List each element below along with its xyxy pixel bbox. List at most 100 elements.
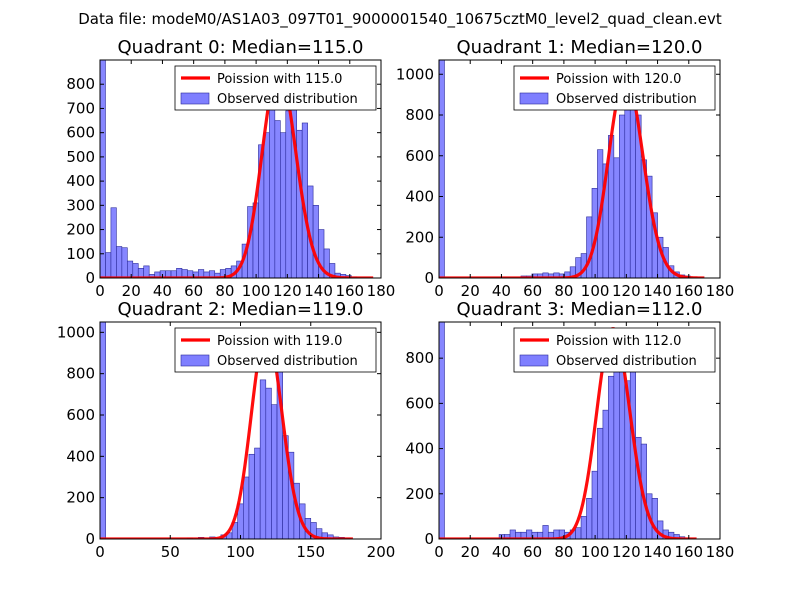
histogram-bar	[619, 114, 626, 278]
x-tick-label: 0	[95, 282, 105, 300]
x-tick-label: 120	[612, 543, 641, 561]
x-tick-label: 180	[706, 282, 735, 300]
histogram-bar	[259, 379, 267, 539]
y-tick-label: 0	[85, 530, 95, 548]
x-tick-label: 60	[523, 282, 542, 300]
y-tick-label: 1000	[396, 65, 434, 83]
y-tick-label: 200	[405, 485, 434, 503]
x-tick-label: 60	[523, 543, 542, 561]
y-tick-label: 600	[66, 124, 95, 142]
histogram-bar	[542, 525, 549, 539]
legend-line-label: Poission with 115.0	[217, 72, 342, 87]
legend-line-label: Poission with 119.0	[217, 334, 342, 349]
legend-bar-label: Observed distribution	[556, 92, 697, 107]
y-tick-label: 200	[66, 489, 95, 507]
y-tick-label: 100	[66, 245, 95, 263]
x-tick-label: 60	[184, 282, 203, 300]
histogram-bar	[651, 498, 658, 539]
legend: Poission with 112.0 Observed distribution	[513, 327, 716, 373]
histogram-bar	[265, 387, 272, 539]
x-tick-label: 160	[674, 543, 703, 561]
x-tick-label: 20	[461, 543, 480, 561]
histogram-bar	[274, 120, 281, 278]
x-tick-label: 150	[296, 543, 325, 561]
x-tick-label: 160	[674, 282, 703, 300]
legend-bar-label: Observed distribution	[556, 354, 697, 369]
poisson-line	[100, 68, 374, 278]
x-tick-label: 140	[643, 282, 672, 300]
x-tick-label: 100	[581, 282, 610, 300]
y-tick-label: 200	[405, 228, 434, 246]
x-tick-label: 40	[492, 543, 511, 561]
legend-line-label: Poission with 112.0	[556, 334, 681, 349]
x-tick-label: 100	[242, 282, 271, 300]
y-tick-label: 400	[405, 188, 434, 206]
histogram-bar	[586, 498, 593, 539]
histogram-bar	[110, 207, 117, 278]
x-tick-label: 160	[335, 282, 364, 300]
x-tick-label: 50	[161, 543, 180, 561]
quadrant-panel-2: Quadrant 2: Median=119.0 0 50 100 150 200 0 200…	[57, 299, 396, 561]
x-tick-label: 80	[554, 282, 573, 300]
histogram-bar	[105, 252, 112, 278]
histogram-bar	[439, 60, 445, 278]
legend: Poission with 119.0 Observed distribution	[174, 327, 377, 373]
panel-title: Quadrant 1: Median=120.0	[457, 37, 703, 58]
y-tick-label: 800	[66, 365, 95, 383]
poisson-line	[100, 330, 354, 539]
legend-bar-label: Observed distribution	[217, 92, 358, 107]
histogram-bar	[591, 470, 598, 539]
y-tick-label: 0	[424, 269, 434, 287]
x-tick-label: 140	[304, 282, 333, 300]
x-tick-label: 180	[706, 543, 735, 561]
y-tick-label: 0	[85, 269, 95, 287]
panel-title: Quadrant 3: Median=112.0	[457, 299, 703, 320]
y-tick-label: 800	[66, 75, 95, 93]
histogram-bar	[629, 90, 636, 278]
y-tick-label: 400	[66, 447, 95, 465]
x-tick-label: 20	[461, 282, 480, 300]
quadrant-panel-0: Quadrant 0: Median=115.00 20 40 60 80 100 120 1…	[66, 37, 395, 300]
histogram-bar	[121, 247, 128, 278]
histogram-bar	[608, 375, 615, 539]
x-tick-label: 120	[612, 282, 641, 300]
x-tick-label: 100	[581, 543, 610, 561]
y-tick-label: 600	[66, 406, 95, 424]
histogram-bar	[243, 476, 250, 539]
legend-bar-swatch	[180, 92, 210, 105]
x-tick-label: 180	[367, 282, 396, 300]
histogram-bar	[143, 265, 150, 278]
x-tick-label: 0	[95, 543, 105, 561]
histogram-bar	[597, 427, 604, 539]
histogram-bar	[312, 205, 319, 278]
legend-bar-swatch	[519, 92, 549, 105]
y-tick-label: 800	[405, 106, 434, 124]
x-tick-label: 200	[367, 543, 396, 561]
x-tick-label: 20	[122, 282, 141, 300]
y-tick-label: 600	[405, 394, 434, 412]
legend-bar-swatch	[180, 354, 210, 367]
histogram-bar	[248, 453, 255, 539]
histogram-bar	[100, 322, 106, 539]
histogram-bar	[602, 409, 609, 539]
y-tick-label: 200	[66, 221, 95, 239]
histogram-bar	[580, 516, 587, 539]
panel-title: Quadrant 2: Median=119.0	[118, 299, 364, 320]
legend-bar-label: Observed distribution	[217, 354, 358, 369]
poisson-line	[439, 74, 705, 278]
histogram-bar	[285, 110, 292, 278]
poisson-line	[439, 327, 697, 539]
legend-bar-swatch	[519, 354, 549, 367]
histogram-bars	[100, 60, 358, 278]
quadrant-panel-3: Quadrant 3: Median=112.00 20 40 60 80 100 120 1…	[405, 299, 734, 561]
quadrant-panel-1: Quadrant 1: Median=120.00 20 40 60 80 100 120 1…	[396, 37, 735, 300]
x-tick-label: 0	[434, 282, 444, 300]
y-tick-label: 600	[405, 147, 434, 165]
axes-frame	[438, 59, 721, 279]
axes-frame	[438, 321, 721, 540]
histogram-bar	[116, 246, 123, 278]
x-tick-label: 80	[215, 282, 234, 300]
histogram-bar	[263, 132, 270, 278]
y-tick-label: 800	[405, 349, 434, 367]
